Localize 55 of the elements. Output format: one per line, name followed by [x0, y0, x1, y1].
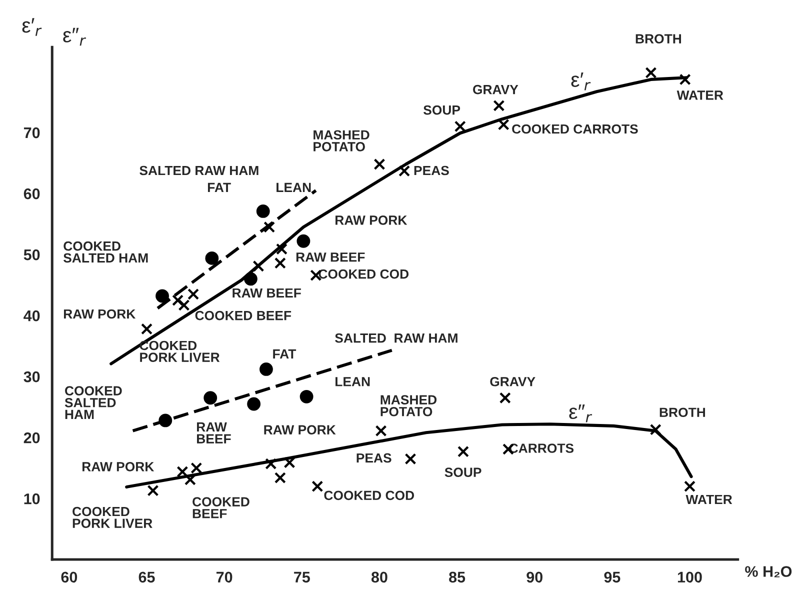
- annotation: RAW PORK: [336, 216, 408, 225]
- annotation: LEAN: [336, 377, 370, 386]
- annotation: SOUP: [444, 468, 482, 478]
- annotation: RAW BEEF: [232, 288, 301, 298]
- x-tick-label: 75: [294, 572, 310, 583]
- x-axis-title: % H₂O: [745, 566, 792, 578]
- x-tick-label: 70: [216, 572, 232, 583]
- annotation: COOKED COD: [318, 269, 409, 279]
- annotation: SALTED RAW HAM: [335, 333, 458, 343]
- annotation: COOKED BEEF: [195, 310, 292, 320]
- y-tick-label: 70: [24, 127, 40, 138]
- annotation: RAW PORK: [82, 462, 154, 472]
- annotation: ε″$_{r}$: [569, 404, 592, 422]
- annotation: COOKED SALTED HAM: [64, 386, 122, 420]
- x-tick-label: 65: [138, 572, 155, 583]
- text: ε″$_{r}$: [63, 28, 86, 46]
- annotation: SALTED RAW HAM: [140, 166, 258, 176]
- annotation: PEAS: [414, 166, 449, 176]
- annotation: GRAVY: [490, 376, 536, 386]
- x-tick-label: 100: [678, 572, 702, 583]
- x-tick-label: 60: [61, 572, 78, 583]
- annotation: MASHED POTATO: [314, 130, 370, 152]
- annotation: FAT: [273, 349, 296, 358]
- annotation: MASHED POTATO: [380, 395, 437, 416]
- text: BROTH: [636, 34, 682, 44]
- y-tick-label: 30: [24, 371, 40, 382]
- annotation: COOKED PORK LIVER: [72, 506, 152, 528]
- y-tick-label: 20: [24, 432, 40, 444]
- x-tick-label: 85: [449, 572, 466, 583]
- annotation: COOKED COD: [324, 490, 414, 500]
- y-tick-label: 50: [24, 249, 40, 260]
- y-tick-label: 60: [24, 188, 40, 200]
- annotation: ε′$_{r}$: [571, 72, 591, 90]
- annotation: RAW BEEF: [296, 252, 365, 262]
- annotation: PEAS: [356, 453, 392, 463]
- annotation: WATER: [686, 494, 732, 504]
- annotation: SOUP: [423, 105, 460, 115]
- annotation: COOKED PORK LIVER: [140, 340, 220, 362]
- y-tick-label: 10: [24, 493, 40, 504]
- annotation: WATER: [676, 90, 724, 100]
- annotation: RAW PORK: [64, 309, 136, 319]
- x-tick-label: 90: [526, 572, 542, 583]
- y-tick-label: 40: [24, 310, 40, 322]
- annotation: GRAVY: [473, 84, 518, 94]
- annotation: BROTH: [660, 408, 706, 418]
- annotation: FAT: [208, 182, 231, 192]
- annotation: COOKED BEEF: [192, 497, 250, 518]
- x-tick-label: 95: [604, 572, 620, 583]
- annotation: LEAN: [276, 182, 311, 192]
- annotation: RAW PORK: [264, 425, 336, 434]
- annotation: COOKED SALTED HAM: [63, 241, 148, 263]
- y-axis-title: ε′$_{r}$: [22, 18, 42, 36]
- annotation: RAW BEEF: [197, 422, 231, 444]
- annotation: COOKED CARROTS: [512, 124, 638, 134]
- x-tick-label: 80: [371, 572, 388, 583]
